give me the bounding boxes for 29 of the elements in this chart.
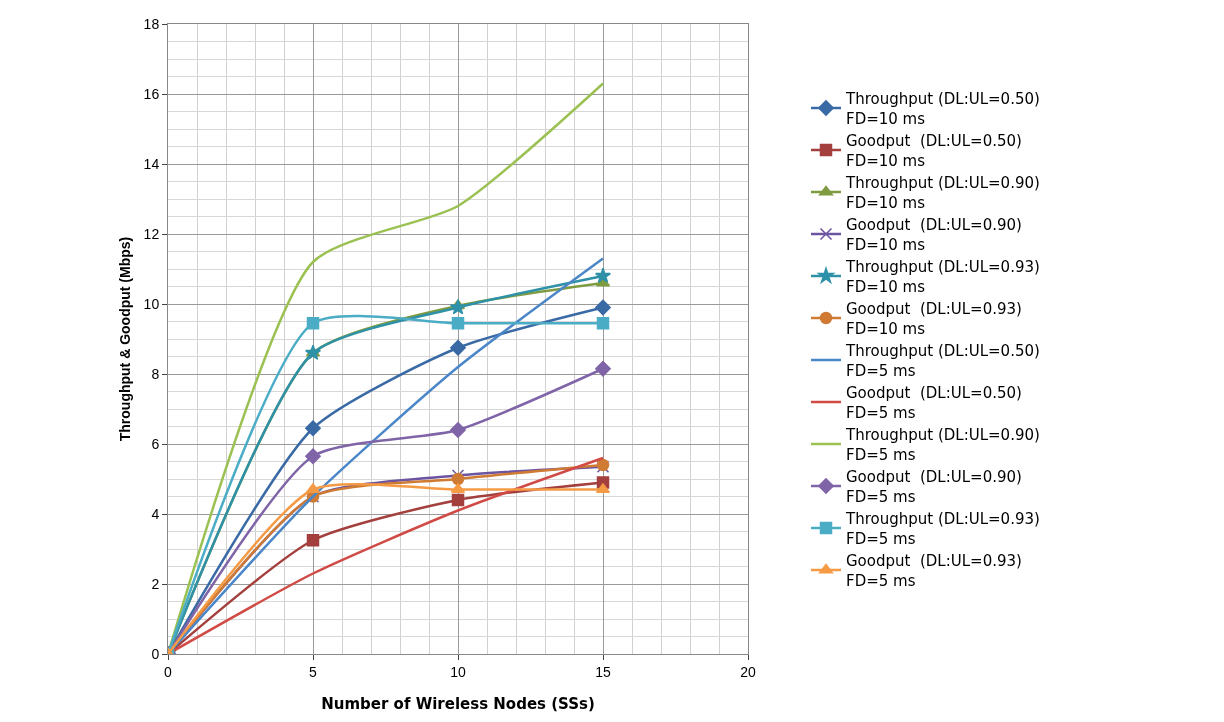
x-tick-label: 15 xyxy=(595,663,611,680)
legend-label: Goodput (DL:UL=0.50) FD=10 ms xyxy=(846,132,1022,170)
legend-label: Goodput (DL:UL=0.93) FD=10 ms xyxy=(846,300,1022,338)
x-axis-title: Number of Wireless Nodes (SSs) xyxy=(321,695,595,713)
legend-label: Throughput (DL:UL=0.50) FD=5 ms xyxy=(845,342,1040,380)
y-tick-label: 0 xyxy=(151,645,160,662)
legend-label: Goodput (DL:UL=0.90) FD=5 ms xyxy=(846,468,1022,506)
x-tick-label: 10 xyxy=(450,663,466,680)
legend-label: Goodput (DL:UL=0.50) FD=5 ms xyxy=(846,384,1022,422)
legend-label: Goodput (DL:UL=0.90) FD=10 ms xyxy=(846,216,1022,254)
y-tick-label: 2 xyxy=(151,575,160,592)
x-tick-label: 20 xyxy=(740,663,756,680)
y-tick-label: 4 xyxy=(151,505,160,522)
legend-label: Throughput (DL:UL=0.90) FD=10 ms xyxy=(845,174,1040,212)
y-tick-label: 8 xyxy=(151,365,160,382)
y-tick-label: 12 xyxy=(143,225,160,242)
x-tick-label: 0 xyxy=(164,663,173,680)
legend-label: Throughput (DL:UL=0.93) FD=5 ms xyxy=(845,510,1040,548)
legend-label: Throughput (DL:UL=0.50) FD=10 ms xyxy=(845,90,1040,128)
y-tick-label: 14 xyxy=(143,155,160,172)
legend-label: Throughput (DL:UL=0.90) FD=5 ms xyxy=(845,426,1040,464)
y-tick-label: 10 xyxy=(143,295,160,312)
y-tick-label: 18 xyxy=(143,15,160,32)
x-tick-label: 5 xyxy=(309,663,318,680)
y-axis-title: Throughput & Goodput (Mbps) xyxy=(117,236,133,442)
y-tick-label: 16 xyxy=(143,85,160,102)
legend-label: Goodput (DL:UL=0.93) FD=5 ms xyxy=(846,552,1022,590)
legend-label: Throughput (DL:UL=0.93) FD=10 ms xyxy=(845,258,1040,296)
y-tick-label: 6 xyxy=(151,435,160,452)
